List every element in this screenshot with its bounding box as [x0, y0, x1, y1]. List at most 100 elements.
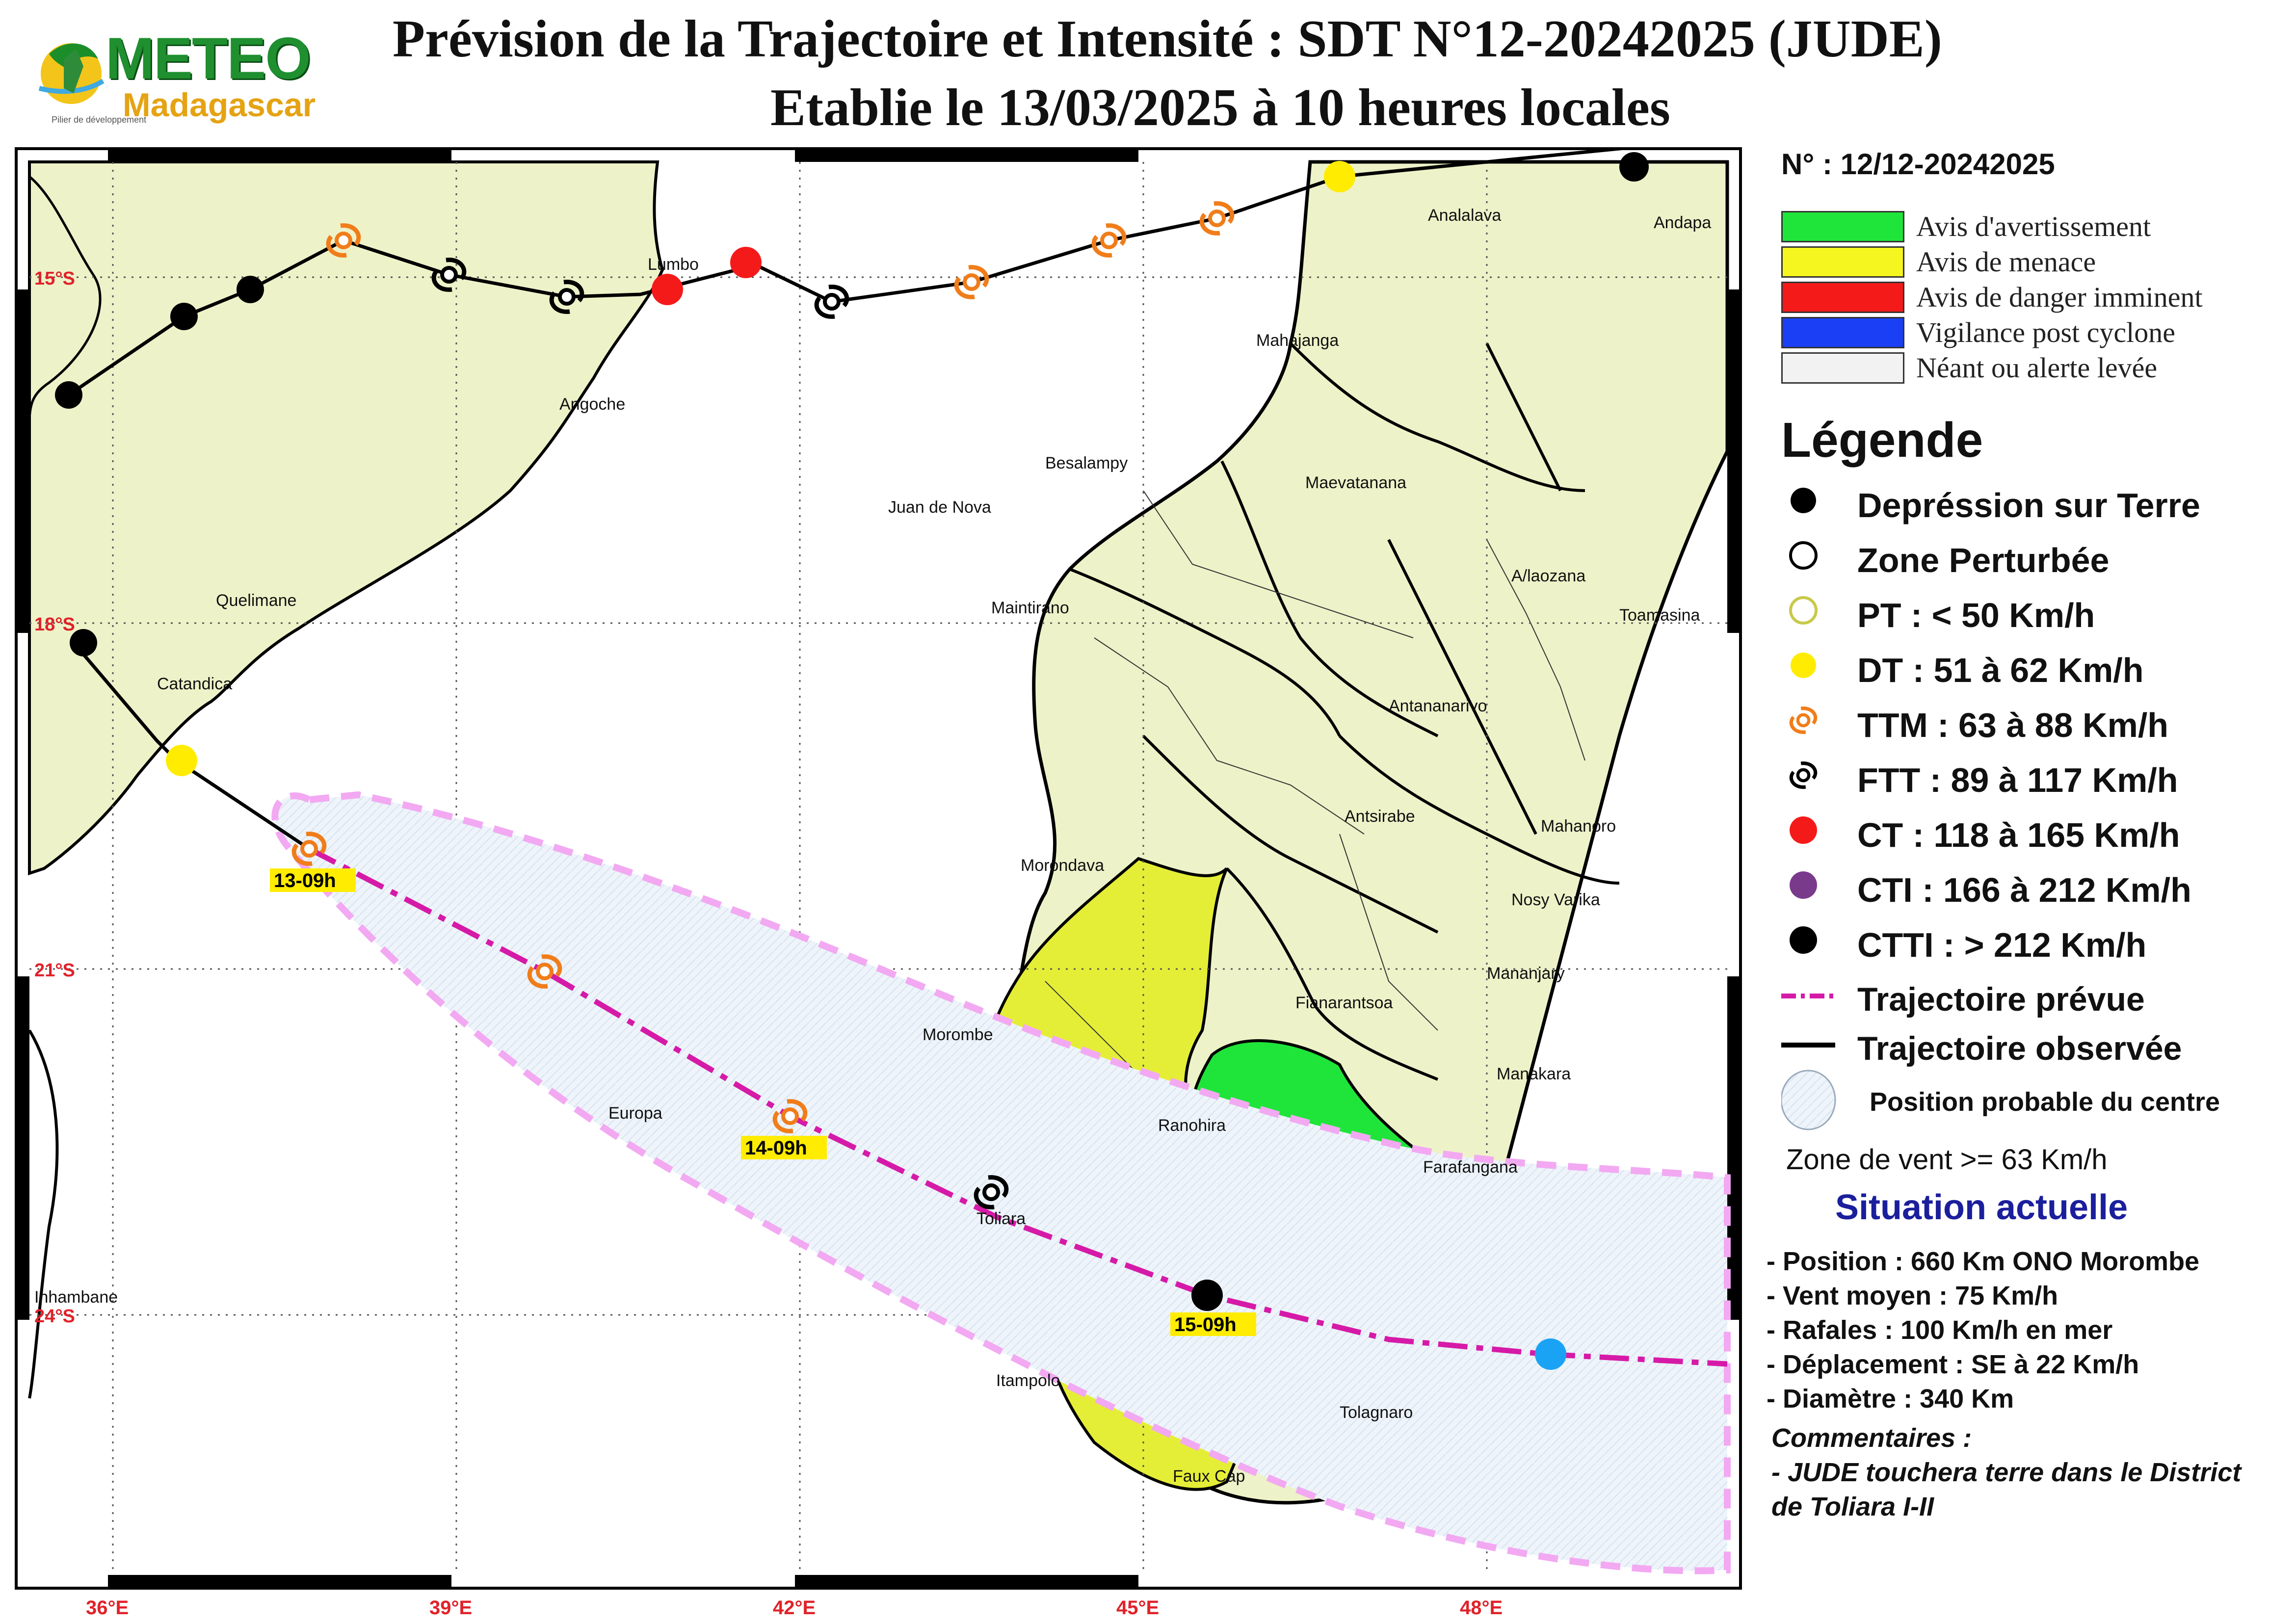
- logo-emblem-icon: Pilier de développement: [38, 43, 146, 125]
- lat-label-15s: 15°S: [34, 268, 75, 289]
- lon-label-39e: 39°E: [429, 1597, 472, 1619]
- black-cyclone-icon: [1791, 763, 1815, 787]
- bulletin-number: N° : 12/12-20242025: [1781, 148, 2055, 181]
- situation-wind: - Vent moyen : 75 Km/h: [1767, 1281, 2058, 1310]
- page-subtitle: Etablie le 13/03/2025 à 10 heures locale…: [770, 79, 1670, 137]
- depression-marker: [170, 303, 198, 330]
- situation-title: Situation actuelle: [1835, 1188, 2128, 1227]
- alert-swatch-menace: [1781, 246, 1904, 278]
- map-svg: 15°S 18°S 21°S 24°S 13-09: [12, 144, 1745, 1593]
- situation-position: - Position : 660 Km ONO Morombe: [1767, 1247, 2200, 1276]
- legend-item-zone-perturbee: Zone Perturbée: [1857, 541, 2110, 579]
- legend-observed-track: Trajectoire observée: [1857, 1030, 2182, 1067]
- place-maevatanana: Maevatanana: [1305, 473, 1406, 492]
- cyclone-track-map: 15°S 18°S 21°S 24°S 13-09: [12, 144, 1745, 1593]
- forecast-label-3: 15-09h: [1174, 1314, 1237, 1336]
- current-position-marker: [1191, 1280, 1223, 1311]
- alert-label-danger: Avis de danger imminent: [1916, 281, 2203, 313]
- place-inhambane: Inhambane: [34, 1288, 118, 1307]
- lon-label-36e: 36°E: [86, 1597, 129, 1619]
- situation-movement: - Déplacement : SE à 22 Km/h: [1767, 1350, 2139, 1379]
- legend-item-ftt: FTT : 89 à 117 Km/h: [1857, 761, 2178, 799]
- place-manakara: Manakara: [1497, 1065, 1571, 1083]
- comments-title: Commentaires :: [1771, 1423, 1972, 1453]
- ct-marker: [652, 274, 683, 305]
- lon-axis-svg: 36°E 39°E 42°E 45°E 48°E: [86, 1597, 1503, 1619]
- place-juan-de-nova: Juan de Nova: [888, 498, 991, 517]
- legend-item-dt: DT : 51 à 62 Km/h: [1857, 651, 2144, 689]
- district-borders: [1069, 342, 1620, 1277]
- place-antsirabe: Antsirabe: [1345, 807, 1415, 826]
- meteo-madagascar-logo: Pilier de développement: [29, 20, 304, 132]
- legend-item-depression: Depréssion sur Terre: [1857, 486, 2200, 524]
- lat-label-21s: 21°S: [34, 960, 75, 981]
- place-antananarivo: Antananarivo: [1389, 697, 1487, 715]
- open-black-circle-icon: [1789, 541, 1818, 570]
- lat-label-18s: 18°S: [34, 614, 75, 635]
- logo-tagline: Pilier de développement: [52, 115, 146, 125]
- depression-marker: [55, 381, 82, 409]
- lon-label-48e: 48°E: [1460, 1597, 1503, 1619]
- alert-swatch-avertissement: [1781, 211, 1904, 242]
- place-ranohira: Ranohira: [1158, 1116, 1226, 1135]
- alert-swatch-vigilance: [1781, 317, 1904, 348]
- lat-label-24s: 24°S: [34, 1306, 75, 1327]
- place-analalava: Analalava: [1428, 206, 1501, 225]
- legend-probable-position: Position probable du centre: [1870, 1087, 2220, 1117]
- place-besalampy: Besalampy: [1045, 454, 1128, 472]
- alert-swatch-danger: [1781, 282, 1904, 313]
- place-mahajanga: Mahajanga: [1256, 331, 1339, 350]
- place-fianarantsoa: Fianarantsoa: [1295, 994, 1393, 1012]
- probable-position-icon: [1781, 1070, 1836, 1130]
- orange-cyclone-icon: [1791, 708, 1815, 733]
- forecast-label-2: 14-09h: [745, 1137, 807, 1159]
- lon-label-45e: 45°E: [1116, 1597, 1159, 1619]
- place-faux-cap: Faux Cap: [1173, 1467, 1245, 1486]
- place-angoche: Angoche: [559, 395, 625, 414]
- ct-marker: [730, 247, 762, 278]
- legend-title: Légende: [1781, 413, 1983, 468]
- legend-item-ct: CT : 118 à 165 Km/h: [1857, 816, 2180, 854]
- place-andapa: Andapa: [1654, 213, 1711, 232]
- red-cyclone-icon: [1790, 816, 1817, 844]
- filled-black-circle-icon: [1791, 488, 1816, 513]
- depression-marker: [70, 629, 97, 656]
- track-symbols: [55, 152, 1649, 1370]
- alert-label-menace: Avis de menace: [1916, 246, 2096, 278]
- page-title: Prévision de la Trajectoire et Intensité…: [393, 10, 1942, 68]
- open-yellow-circle-icon: [1789, 596, 1818, 625]
- legend-icons: [1781, 488, 1836, 1130]
- place-europa: Europa: [608, 1104, 662, 1123]
- logo-subtitle: Madagascar: [123, 86, 316, 124]
- vigilance-marker: [1535, 1338, 1566, 1370]
- legend-item-cti: CTI : 166 à 212 Km/h: [1857, 871, 2191, 909]
- legend-forecast-track: Trajectoire prévue: [1857, 981, 2145, 1018]
- depression-marker: [237, 276, 264, 303]
- dt-marker: [166, 745, 197, 776]
- lon-axis: 36°E 39°E 42°E 45°E 48°E: [0, 1592, 1747, 1622]
- observed-track: [68, 145, 1635, 396]
- mozambique-interior-border: [28, 176, 102, 422]
- purple-cyclone-icon: [1790, 871, 1817, 899]
- observed-track-south: [72, 641, 310, 850]
- mozambique-south-coast: [28, 1029, 59, 1399]
- forecast-track: [308, 846, 1728, 1367]
- legend-item-pt: PT : < 50 Km/h: [1857, 596, 2095, 634]
- place-itampolo: Itampolo: [996, 1371, 1060, 1390]
- place-quelimane: Quelimane: [216, 591, 296, 610]
- black-filled-cyclone-icon: [1790, 926, 1817, 954]
- alert-swatch-neant: [1781, 352, 1904, 384]
- logo-title: METEO: [106, 26, 311, 91]
- yellow-dot-icon: [1791, 653, 1816, 678]
- place-farafangana: Farafangana: [1423, 1158, 1518, 1177]
- place-catandica: Catandica: [157, 675, 232, 693]
- place-mananjary: Mananjary: [1487, 964, 1565, 983]
- legend-item-ttm: TTM : 63 à 88 Km/h: [1857, 706, 2169, 744]
- legend-item-ctti: CTTI : > 212 Km/h: [1857, 926, 2147, 964]
- legend-panel: N° : 12/12-20242025 Avis d'avertissement…: [1767, 147, 2287, 1599]
- comment-line-1: - JUDE touchera terre dans le District: [1771, 1458, 2242, 1487]
- place-nosy-varika: Nosy Varika: [1511, 891, 1600, 909]
- forecast-label-1: 13-09h: [274, 870, 336, 891]
- place-toamasina: Toamasina: [1619, 606, 1700, 625]
- situation-gusts: - Rafales : 100 Km/h en mer: [1767, 1315, 2113, 1345]
